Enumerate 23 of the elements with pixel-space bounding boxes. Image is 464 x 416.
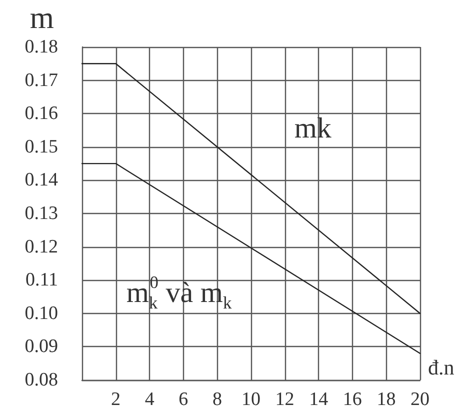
x-tick-label: 2 <box>111 389 121 410</box>
y-axis-title: m <box>30 0 54 35</box>
x-tick-label: 4 <box>144 389 155 410</box>
y-tick-label: 0.17 <box>24 70 58 91</box>
y-tick-label: 0.11 <box>25 270 58 291</box>
y-tick-label: 0.10 <box>24 302 58 324</box>
y-tick-label: 0.13 <box>24 203 58 224</box>
x-tick-label: 10 <box>242 389 260 410</box>
x-tick-label: 18 <box>376 389 396 410</box>
y-tick-label: 0.18 <box>24 36 58 58</box>
y-tick-label: 0.16 <box>24 103 58 124</box>
x-tick-label: 12 <box>275 389 294 410</box>
y-tick-label: 0.08 <box>24 370 58 390</box>
y-tick-label: 0.09 <box>24 336 58 358</box>
x-tick-label: 16 <box>342 389 362 410</box>
x-tick-label: 14 <box>309 389 329 410</box>
y-tick-label: 0.15 <box>24 136 58 158</box>
y-tick-label: 0.14 <box>24 170 58 191</box>
x-tick-label: 8 <box>212 389 222 410</box>
x-axis-title: đ.n <box>428 356 455 380</box>
x-tick-label: 6 <box>178 389 188 410</box>
y-tick-label: 0.12 <box>24 236 58 258</box>
x-tick-label: 20 <box>410 389 430 410</box>
